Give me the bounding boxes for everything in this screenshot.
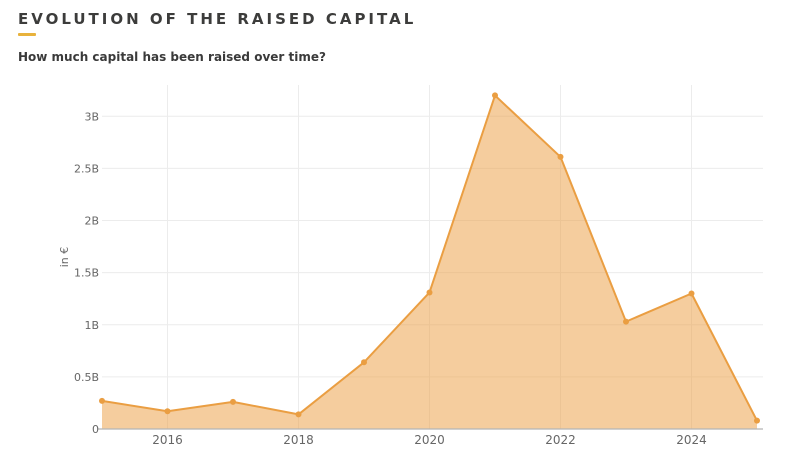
title-underline <box>18 33 36 36</box>
data-point[interactable] <box>230 398 236 405</box>
area-fill <box>102 95 757 429</box>
x-tick-label: 2016 <box>152 433 183 447</box>
data-point[interactable] <box>623 318 629 325</box>
x-tick-label: 2018 <box>283 433 314 447</box>
y-tick-label: 0 <box>92 423 99 436</box>
y-axis-title: in € <box>58 247 71 268</box>
data-point[interactable] <box>492 92 498 99</box>
x-tick-label: 2020 <box>414 433 445 447</box>
data-point[interactable] <box>688 290 695 297</box>
data-point[interactable] <box>99 397 105 404</box>
y-tick-label: 2.5B <box>74 162 99 175</box>
page-title: EVOLUTION OF THE RAISED CAPITAL <box>18 10 417 28</box>
y-tick-label: 2B <box>84 215 99 228</box>
y-tick-label: 1B <box>84 319 99 332</box>
y-tick-label: 3B <box>84 110 99 123</box>
data-point[interactable] <box>295 411 302 418</box>
data-point[interactable] <box>426 289 433 296</box>
data-point[interactable] <box>557 153 564 160</box>
data-point[interactable] <box>754 417 760 424</box>
data-point[interactable] <box>361 359 367 366</box>
y-tick-label: 0.5B <box>74 371 99 384</box>
chart-header: EVOLUTION OF THE RAISED CAPITAL How much… <box>18 10 416 64</box>
x-tick-label: 2022 <box>545 433 576 447</box>
data-point[interactable] <box>164 408 171 415</box>
y-tick-label: 1.5B <box>74 267 99 280</box>
chart-subtitle: How much capital has been raised over ti… <box>18 50 326 64</box>
x-tick-label: 2024 <box>676 433 707 447</box>
